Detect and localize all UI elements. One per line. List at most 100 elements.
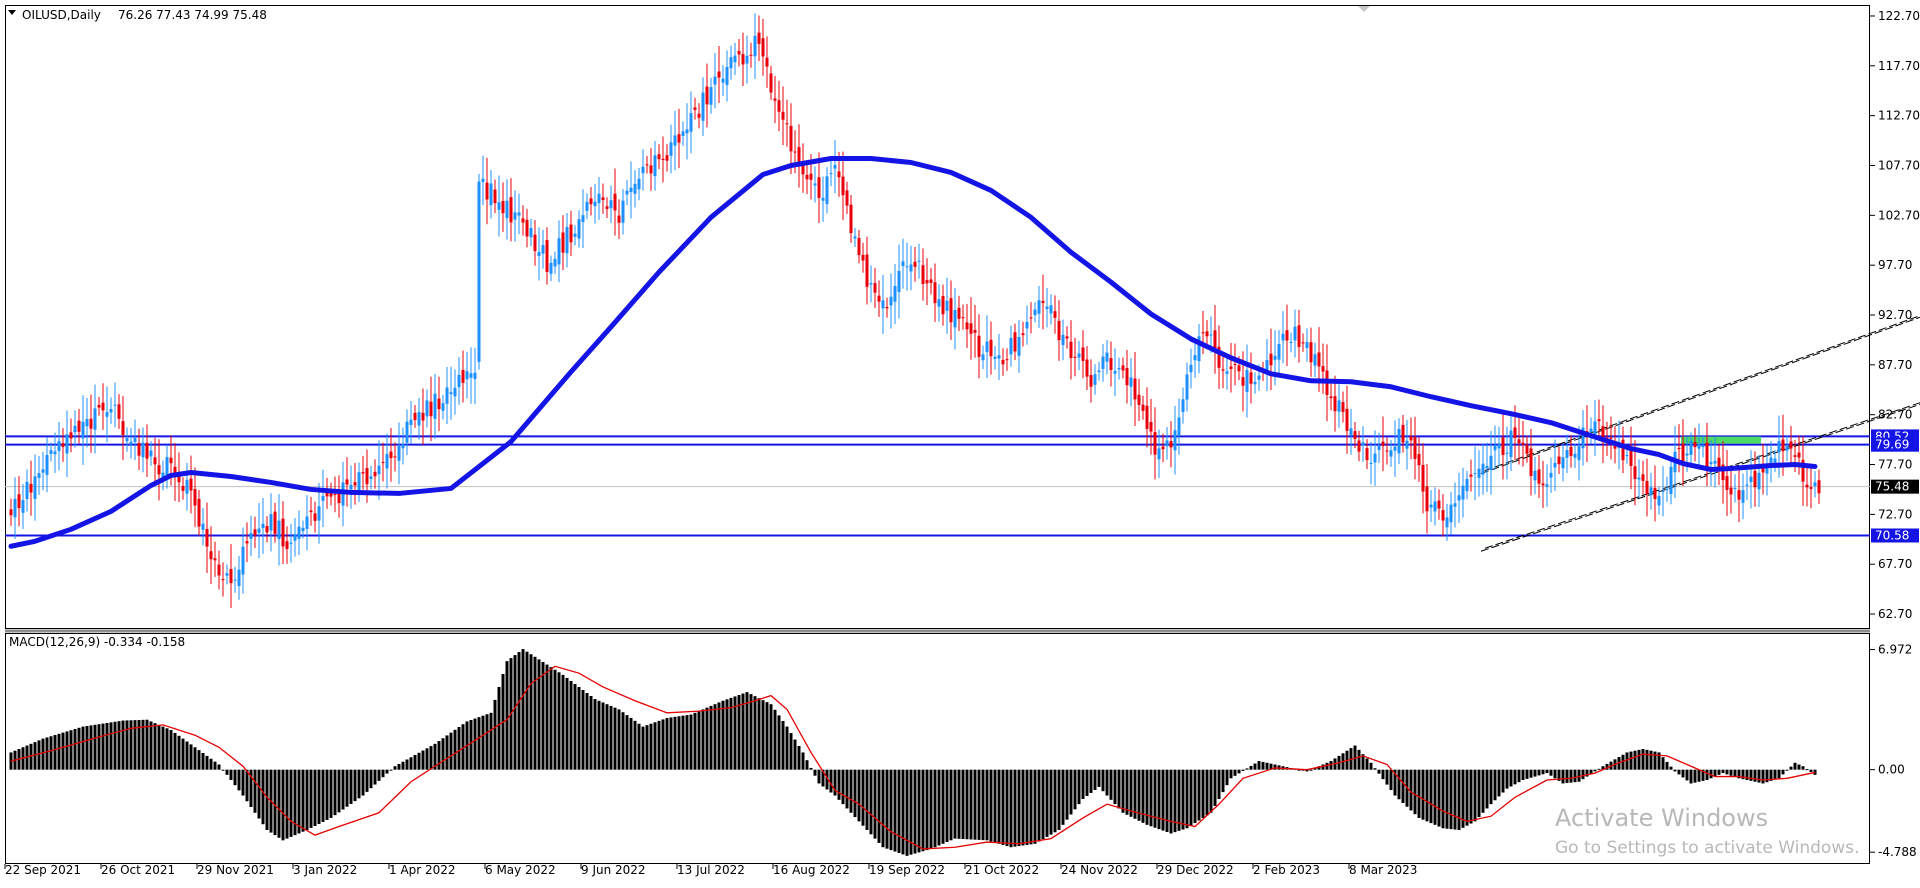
macd-histogram-bar bbox=[677, 716, 681, 770]
macd-histogram-bar bbox=[1473, 769, 1477, 822]
macd-histogram-bar bbox=[821, 769, 825, 787]
macd-histogram-bar bbox=[1709, 769, 1713, 779]
macd-histogram-bar bbox=[757, 698, 761, 770]
candle-body bbox=[705, 86, 709, 105]
candle-body bbox=[1581, 427, 1585, 449]
candle-body bbox=[337, 489, 341, 504]
macd-histogram-bar bbox=[93, 724, 97, 770]
candle-body bbox=[357, 472, 361, 493]
candle-body bbox=[793, 151, 797, 153]
macd-histogram-bar bbox=[745, 692, 749, 770]
ohlc-label: 76.26 77.43 74.99 75.48 bbox=[118, 8, 267, 22]
candle-body bbox=[501, 201, 505, 214]
green-zone-marker[interactable] bbox=[1681, 436, 1761, 444]
macd-histogram-bar bbox=[349, 769, 353, 804]
macd-histogram-bar bbox=[1605, 763, 1609, 770]
macd-histogram-bar bbox=[1789, 766, 1793, 770]
candle-body bbox=[1649, 487, 1653, 496]
macd-histogram-bar bbox=[229, 769, 233, 781]
time-axis-label: 2 Feb 2023 bbox=[1253, 863, 1320, 877]
macd-histogram-bar bbox=[1757, 769, 1761, 783]
macd-histogram-bar bbox=[989, 769, 993, 842]
candle-body bbox=[229, 569, 233, 584]
candle-body bbox=[417, 412, 421, 426]
macd-histogram-bar bbox=[45, 737, 49, 770]
candle-body bbox=[1277, 343, 1281, 360]
candle-body bbox=[829, 173, 833, 175]
time-axis-label: 29 Dec 2022 bbox=[1157, 863, 1234, 877]
macd-histogram-bar bbox=[1729, 769, 1733, 776]
candle-body bbox=[629, 187, 633, 193]
candle-body bbox=[821, 197, 825, 201]
macd-histogram-bar bbox=[1249, 765, 1253, 770]
trend-channel-line[interactable] bbox=[1480, 108, 1920, 474]
candle-body bbox=[909, 264, 913, 272]
macd-histogram-bar bbox=[973, 769, 977, 840]
macd-histogram-bar bbox=[961, 769, 965, 840]
macd-histogram-bar bbox=[429, 746, 433, 770]
macd-histogram-bar bbox=[993, 769, 997, 843]
macd-histogram-bar bbox=[629, 717, 633, 770]
macd-histogram-bar bbox=[785, 726, 789, 770]
candle-body bbox=[1317, 352, 1321, 367]
price-axis-label: 117.70 bbox=[1878, 59, 1920, 73]
candle-body bbox=[1389, 450, 1393, 457]
macd-histogram-bar bbox=[1113, 769, 1117, 805]
candle-body bbox=[769, 73, 773, 93]
candle-body bbox=[177, 472, 181, 483]
macd-histogram-bar bbox=[89, 725, 93, 770]
macd-histogram-bar bbox=[1513, 769, 1517, 785]
candle-body bbox=[673, 135, 677, 146]
macd-histogram-bar bbox=[433, 743, 437, 770]
trend-channel-line[interactable] bbox=[1484, 105, 1920, 471]
macd-histogram-bar bbox=[1689, 769, 1693, 784]
candle-body bbox=[641, 166, 645, 174]
candle-body bbox=[753, 35, 757, 57]
candle-body bbox=[209, 551, 213, 560]
macd-histogram-bar bbox=[1041, 769, 1045, 840]
candle-body bbox=[1465, 478, 1469, 492]
candle-body bbox=[1541, 483, 1545, 486]
macd-histogram-bar bbox=[1477, 769, 1481, 818]
shift-marker-icon[interactable] bbox=[1358, 6, 1370, 12]
price-axis-label: 77.70 bbox=[1878, 458, 1912, 472]
macd-histogram-bar bbox=[145, 719, 149, 770]
macd-histogram-bar bbox=[1397, 769, 1401, 800]
candle-body bbox=[669, 142, 673, 156]
macd-histogram-bar bbox=[985, 769, 989, 841]
chart-menu-triangle-icon[interactable] bbox=[8, 10, 16, 15]
candle-body bbox=[801, 161, 805, 175]
macd-histogram-bar bbox=[1217, 769, 1221, 799]
macd-histogram-bar bbox=[317, 769, 321, 824]
candle-body bbox=[605, 206, 609, 209]
candle-body bbox=[665, 155, 669, 161]
candle-body bbox=[509, 197, 513, 223]
candle-body bbox=[1221, 369, 1225, 371]
candle-body bbox=[721, 78, 725, 83]
candle-body bbox=[1413, 437, 1417, 459]
candle-body bbox=[141, 442, 145, 458]
macd-histogram-bar bbox=[1013, 769, 1017, 847]
macd-histogram-bar bbox=[1773, 769, 1777, 780]
macd-histogram-bar bbox=[1725, 769, 1729, 775]
macd-histogram-bar bbox=[853, 769, 857, 818]
macd-histogram-bar bbox=[1313, 767, 1317, 770]
macd-histogram-bar bbox=[377, 769, 381, 781]
candle-body bbox=[1421, 464, 1425, 492]
candle-body bbox=[29, 483, 33, 493]
candle-body bbox=[1733, 487, 1737, 489]
macd-histogram-bar bbox=[133, 720, 137, 770]
candle-body bbox=[17, 494, 21, 509]
macd-histogram-bar bbox=[737, 695, 741, 770]
candle-body bbox=[1521, 442, 1525, 445]
candle-body bbox=[317, 506, 321, 521]
candle-body bbox=[1681, 443, 1685, 462]
macd-histogram-bar bbox=[1105, 769, 1109, 796]
candle-body bbox=[633, 183, 637, 194]
candle-body bbox=[1509, 430, 1513, 458]
candle-body bbox=[1645, 481, 1649, 494]
macd-histogram-bar bbox=[865, 769, 869, 830]
candle-body bbox=[681, 131, 685, 136]
